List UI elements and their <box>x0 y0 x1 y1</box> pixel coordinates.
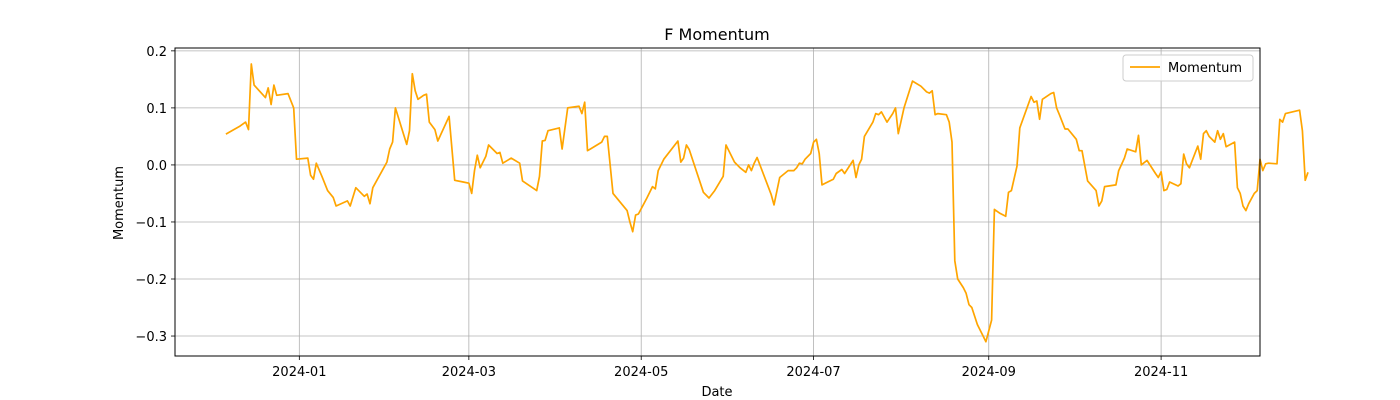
x-tick-label: 2024-01 <box>272 365 326 380</box>
series-layer <box>225 63 1309 343</box>
y-tick-label: 0.2 <box>146 45 167 60</box>
y-axis-label: Momentum <box>112 166 127 240</box>
x-tick-label: 2024-05 <box>614 365 668 380</box>
x-tick-label: 2024-07 <box>786 365 840 380</box>
momentum-series-line <box>225 63 1309 343</box>
y-tick-label: −0.2 <box>135 273 167 288</box>
ticks: 2024-01 2024-03 2024-05 2024-07 2024-09 2024-… <box>135 45 1188 380</box>
chart-title: F Momentum <box>664 25 769 44</box>
grid <box>175 48 1260 356</box>
legend-label: Momentum <box>1168 61 1242 76</box>
y-tick-label: 0.1 <box>146 102 167 117</box>
y-tick-label: 0.0 <box>146 159 167 174</box>
legend: Momentum <box>1122 54 1254 82</box>
x-tick-label: 2024-03 <box>442 365 496 380</box>
y-tick-label: −0.3 <box>135 330 167 345</box>
x-tick-label: 2024-09 <box>962 365 1016 380</box>
plot-frame <box>174 47 1261 357</box>
x-axis-label: Date <box>701 385 732 400</box>
y-tick-label: −0.1 <box>135 216 167 231</box>
legend-box <box>1122 54 1254 82</box>
x-tick-label: 2024-11 <box>1134 365 1188 380</box>
